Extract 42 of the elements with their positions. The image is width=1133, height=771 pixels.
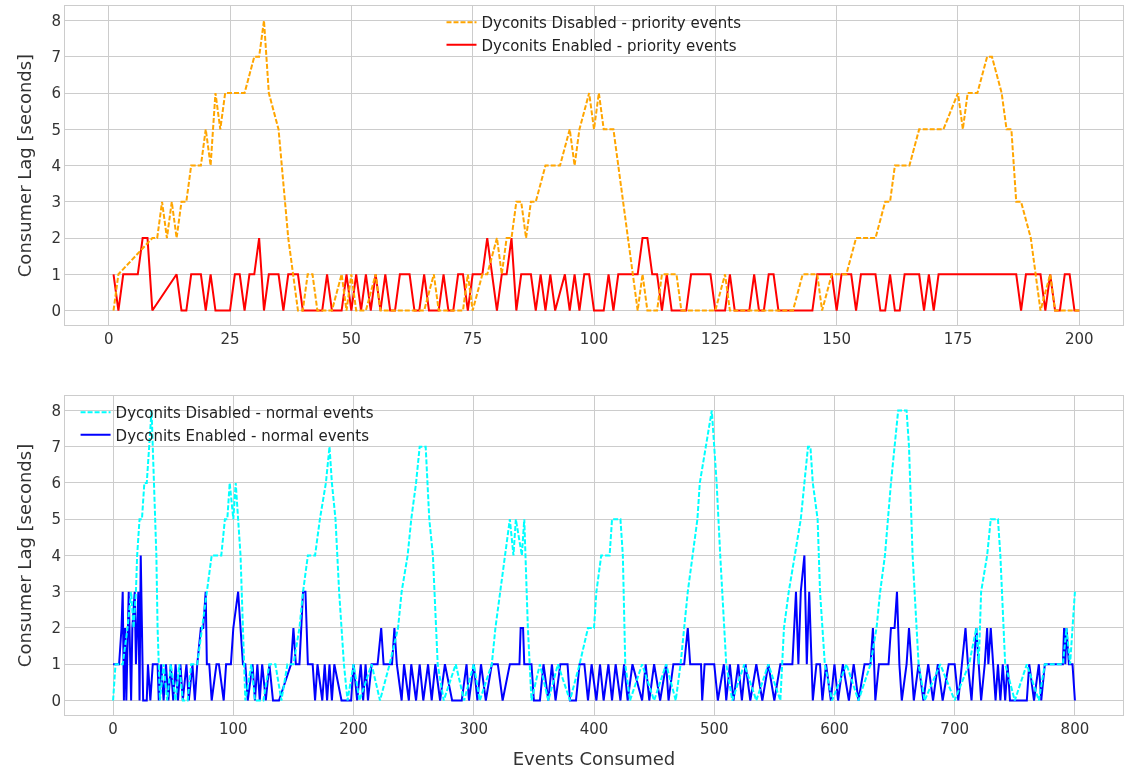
x-tick-label: 300 [459, 720, 489, 738]
x-tick-label: 75 [463, 330, 483, 349]
y-tick-label: 4 [51, 156, 61, 175]
x-tick-label: 800 [1060, 720, 1090, 738]
y-tick-label: 5 [51, 510, 61, 529]
y-tick-label: 3 [51, 582, 61, 601]
x-tick-label: 100 [579, 330, 609, 349]
x-tick-label: 400 [579, 720, 609, 738]
y-tick-label: 8 [51, 11, 61, 30]
x-tick-label: 500 [699, 720, 729, 738]
x-tick-label: 50 [341, 330, 361, 349]
line-series [112, 554, 1076, 702]
x-tick-label: 200 [1065, 330, 1094, 349]
y-tick-label: 8 [51, 401, 61, 420]
x-tick-label: 125 [701, 330, 730, 349]
x-tick-label: 175 [943, 330, 973, 349]
x-tick-label: 150 [822, 330, 851, 349]
x-axis-title: Events Consumed [512, 748, 676, 770]
y-tick-label: 1 [51, 655, 61, 674]
y-tick-label: 1 [51, 265, 61, 284]
legend-label: Dyconits Enabled - priority events [481, 36, 737, 55]
y-tick-label: 6 [51, 84, 61, 103]
y-tick-label: 0 [51, 691, 61, 710]
y-tick-label: 3 [51, 193, 61, 212]
y-tick-label: 7 [51, 437, 61, 456]
y-tick-label: 6 [51, 474, 61, 493]
x-tick-label: 0 [108, 720, 118, 738]
x-tick-label: 100 [219, 720, 248, 738]
y-tick-label: 5 [51, 120, 61, 139]
y-tick-label: 2 [51, 229, 61, 248]
x-tick-label: 700 [940, 720, 969, 738]
x-tick-label: 600 [820, 720, 849, 738]
x-tick-label: 200 [339, 720, 368, 738]
y-axis-title: Consumer Lag [seconds] [13, 443, 35, 668]
x-tick-label: 25 [220, 330, 240, 349]
y-tick-label: 2 [51, 619, 61, 638]
y-tick-label: 0 [51, 301, 61, 320]
y-axis-title: Consumer Lag [seconds] [13, 53, 35, 278]
y-tick-label: 7 [51, 48, 61, 67]
legend-label: Dyconits Disabled - priority events [481, 14, 742, 33]
y-tick-label: 4 [51, 546, 61, 565]
x-tick-label: 0 [103, 330, 114, 349]
